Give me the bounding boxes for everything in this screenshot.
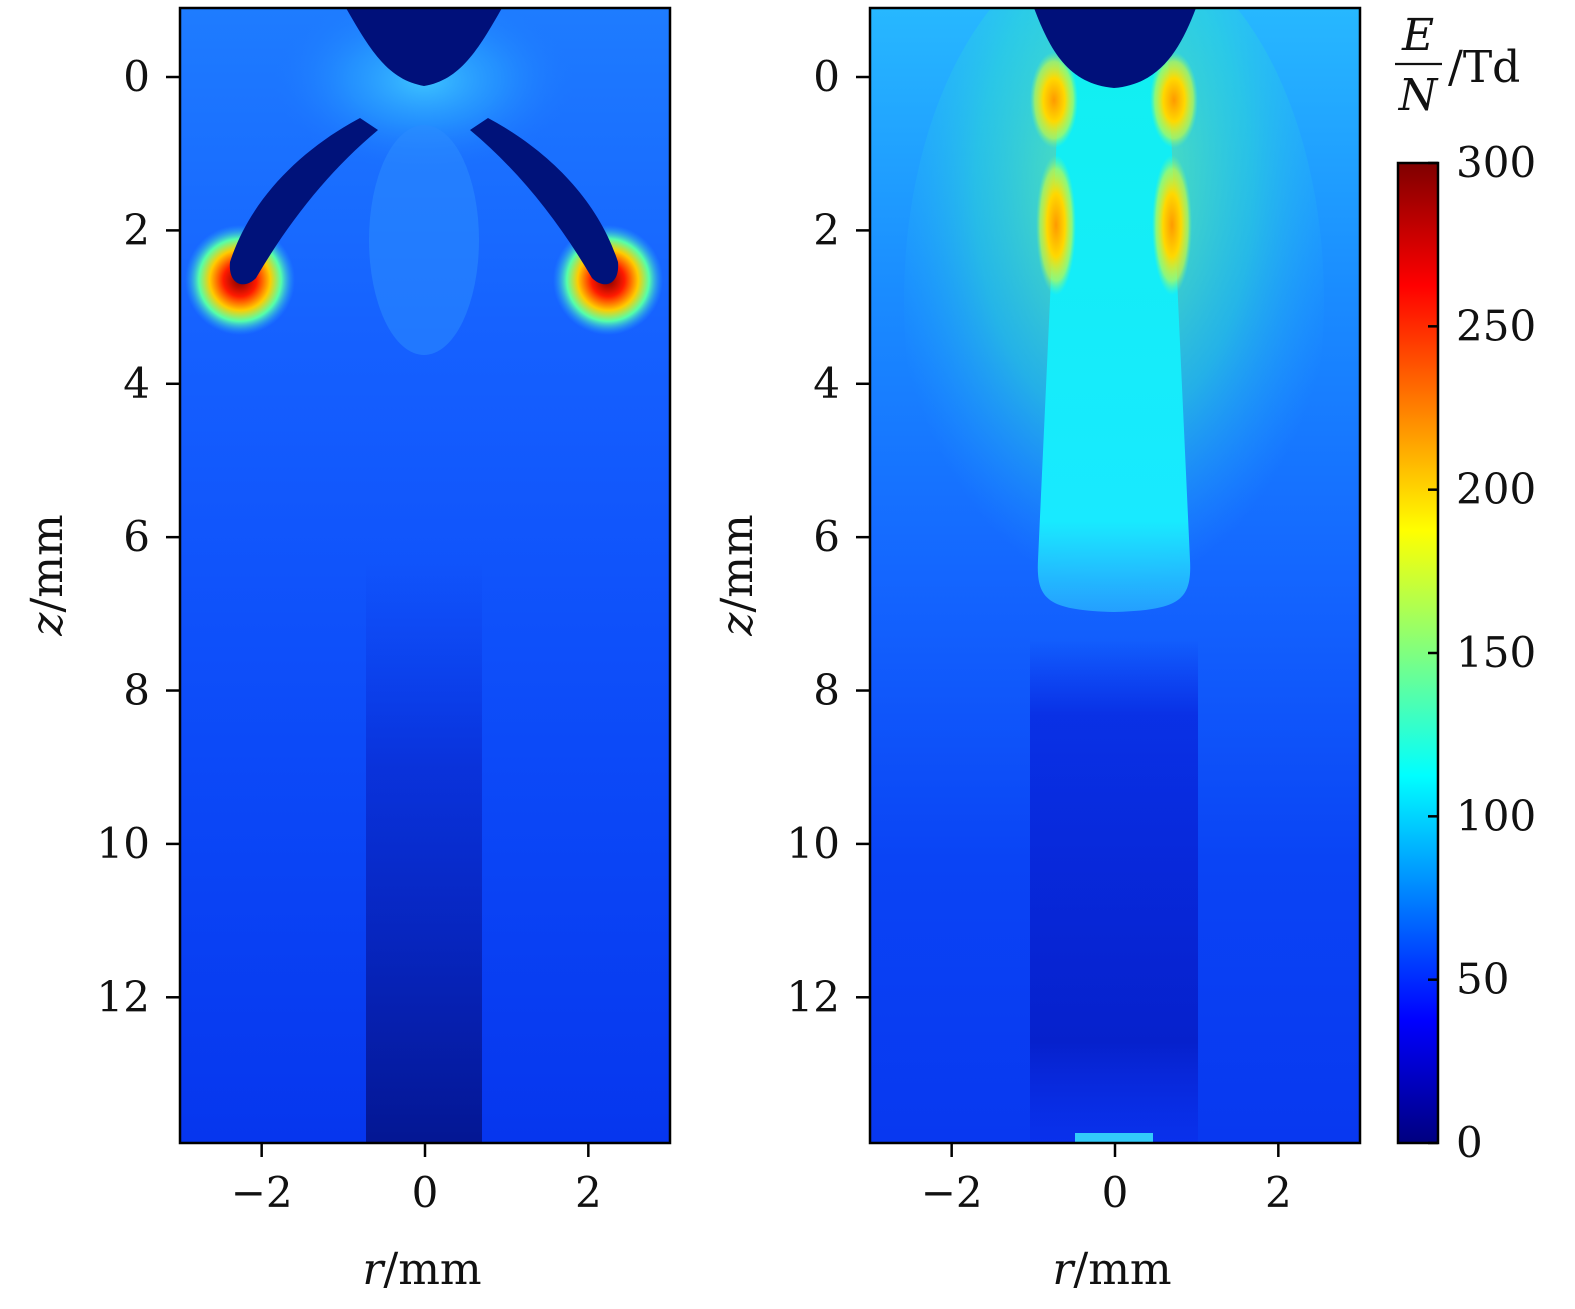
right-streamer-body: [1037, 8, 1191, 612]
colorbar-label-denominator: N: [1398, 70, 1439, 121]
colorbar-tick-label: 250: [1456, 301, 1536, 350]
left-ytick-label: 6: [123, 512, 150, 561]
colorbar-label-unit: /Td: [1448, 42, 1520, 93]
left-ytick-label: 10: [97, 819, 150, 868]
right-xtick-label: −2: [921, 1168, 983, 1217]
right-ytick-label: 12: [787, 972, 840, 1021]
right-ytick-label: 6: [813, 512, 840, 561]
right-ytick-label: 4: [813, 359, 840, 408]
colorbar-tick-label: 0: [1456, 1118, 1483, 1167]
colorbar-tick-label: 200: [1456, 465, 1536, 514]
right-electrode-tip: [1034, 8, 1196, 88]
right-xtick-label: 0: [1102, 1168, 1129, 1217]
colorbar-tick-label: 300: [1456, 138, 1536, 187]
right-edge-mid-left: [1036, 155, 1076, 295]
left-ytick-label: 2: [123, 205, 150, 254]
right-edge-top-right: [1150, 52, 1198, 148]
left-ytick-label: 12: [97, 972, 150, 1021]
right-ytick-label: 2: [813, 205, 840, 254]
right-bottom-glow: [1075, 1133, 1153, 1143]
left-panel: −2 0 2 0 2 4 6 8 10 12 r/mm z/mm: [22, 6, 672, 1295]
left-channel: [366, 560, 482, 1143]
right-ylabel: z/mm: [712, 514, 763, 636]
colorbar-tick-label: 50: [1456, 955, 1509, 1004]
left-xlabel: r/mm: [362, 1244, 481, 1295]
colorbar-label-numerator: E: [1401, 10, 1434, 61]
left-xtick-label: −2: [231, 1168, 293, 1217]
left-axes: −2 0 2 0 2 4 6 8 10 12: [97, 52, 602, 1217]
right-ytick-label: 10: [787, 819, 840, 868]
right-xtick-label: 2: [1265, 1168, 1292, 1217]
left-heatmap: [180, 8, 670, 1143]
colorbar-tick-label: 100: [1456, 791, 1536, 840]
left-central-bulb: [369, 125, 479, 355]
left-xtick-label: 0: [412, 1168, 439, 1217]
left-branch-left: [229, 118, 378, 285]
left-ytick-label: 8: [123, 666, 150, 715]
right-panel: −2 0 2 0 2 4 6 8 10 12 r/mm z/mm: [712, 6, 1362, 1295]
right-xlabel: r/mm: [1052, 1244, 1171, 1295]
colorbar-axis: 0 50 100 150 200 250 300: [1428, 138, 1536, 1167]
left-ytick-label: 0: [123, 52, 150, 101]
left-ytick-label: 4: [123, 359, 150, 408]
right-ytick-label: 8: [813, 666, 840, 715]
left-ylabel: z/mm: [22, 514, 73, 636]
left-electrode-tip: [346, 8, 502, 86]
right-axes: −2 0 2 0 2 4 6 8 10 12: [787, 52, 1292, 1217]
right-low-field-column: [1030, 640, 1198, 1143]
left-branch-right: [470, 118, 619, 285]
right-edge-mid-right: [1152, 155, 1192, 295]
colorbar: 0 50 100 150 200 250 300 E N /Td: [1395, 10, 1536, 1167]
right-edge-top-left: [1030, 52, 1078, 148]
colorbar-tick-label: 150: [1456, 628, 1536, 677]
right-heatmap: [870, 8, 1360, 1143]
right-ytick-label: 0: [813, 52, 840, 101]
left-xtick-label: 2: [575, 1168, 602, 1217]
